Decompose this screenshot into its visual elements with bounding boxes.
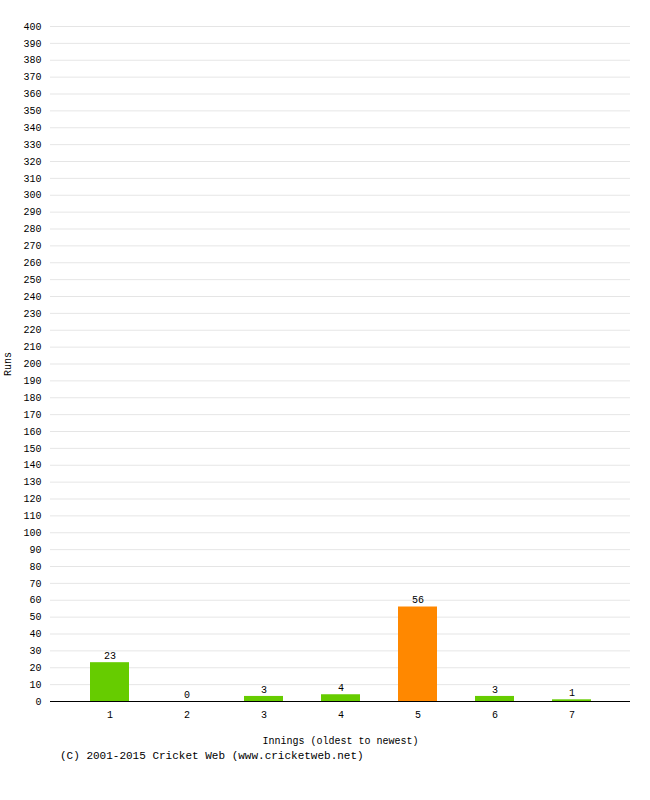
svg-text:4: 4 — [338, 683, 344, 694]
svg-text:300: 300 — [23, 190, 41, 201]
svg-text:310: 310 — [23, 174, 41, 185]
svg-text:340: 340 — [23, 123, 41, 134]
svg-text:330: 330 — [23, 140, 41, 151]
svg-text:190: 190 — [23, 376, 41, 387]
svg-text:200: 200 — [23, 359, 41, 370]
svg-text:280: 280 — [23, 224, 41, 235]
svg-text:350: 350 — [23, 106, 41, 117]
svg-text:1: 1 — [569, 688, 575, 699]
svg-text:80: 80 — [29, 562, 41, 573]
svg-text:400: 400 — [23, 22, 41, 33]
svg-text:160: 160 — [23, 427, 41, 438]
svg-text:56: 56 — [412, 595, 424, 606]
svg-text:100: 100 — [23, 528, 41, 539]
svg-text:170: 170 — [23, 410, 41, 421]
svg-text:1: 1 — [107, 710, 113, 721]
svg-text:250: 250 — [23, 275, 41, 286]
html-text:(C) 2001-2015 Cricket Web (www: (C) 2001-2015 Cricket Web (www.cricketwe… — [60, 750, 364, 762]
svg-text:370: 370 — [23, 72, 41, 83]
svg-text:Innings (oldest to newest): Innings (oldest to newest) — [262, 736, 418, 747]
svg-text:180: 180 — [23, 393, 41, 404]
svg-text:150: 150 — [23, 444, 41, 455]
svg-text:130: 130 — [23, 477, 41, 488]
svg-text:140: 140 — [23, 460, 41, 471]
svg-text:20: 20 — [29, 663, 41, 674]
svg-text:Runs: Runs — [3, 352, 14, 376]
svg-text:390: 390 — [23, 39, 41, 50]
svg-text:40: 40 — [29, 629, 41, 640]
svg-text:0: 0 — [184, 690, 190, 701]
svg-text:220: 220 — [23, 325, 41, 336]
svg-text:360: 360 — [23, 89, 41, 100]
svg-text:120: 120 — [23, 494, 41, 505]
svg-text:10: 10 — [29, 680, 41, 691]
svg-text:210: 210 — [23, 342, 41, 353]
svg-text:2: 2 — [184, 710, 190, 721]
svg-text:50: 50 — [29, 612, 41, 623]
svg-text:0: 0 — [35, 697, 41, 708]
svg-text:230: 230 — [23, 309, 41, 320]
svg-text:380: 380 — [23, 55, 41, 66]
svg-text:70: 70 — [29, 579, 41, 590]
svg-text:7: 7 — [569, 710, 575, 721]
svg-text:260: 260 — [23, 258, 41, 269]
svg-text:110: 110 — [23, 511, 41, 522]
svg-text:5: 5 — [415, 710, 421, 721]
svg-text:23: 23 — [104, 651, 116, 662]
svg-text:3: 3 — [261, 710, 267, 721]
svg-text:60: 60 — [29, 595, 41, 606]
svg-text:270: 270 — [23, 241, 41, 252]
svg-text:320: 320 — [23, 157, 41, 168]
svg-text:240: 240 — [23, 292, 41, 303]
svg-text:4: 4 — [338, 710, 344, 721]
svg-text:90: 90 — [29, 545, 41, 556]
svg-text:3: 3 — [261, 685, 267, 696]
svg-text:290: 290 — [23, 207, 41, 218]
svg-text:30: 30 — [29, 646, 41, 657]
svg-text:3: 3 — [492, 685, 498, 696]
svg-text:6: 6 — [492, 710, 498, 721]
